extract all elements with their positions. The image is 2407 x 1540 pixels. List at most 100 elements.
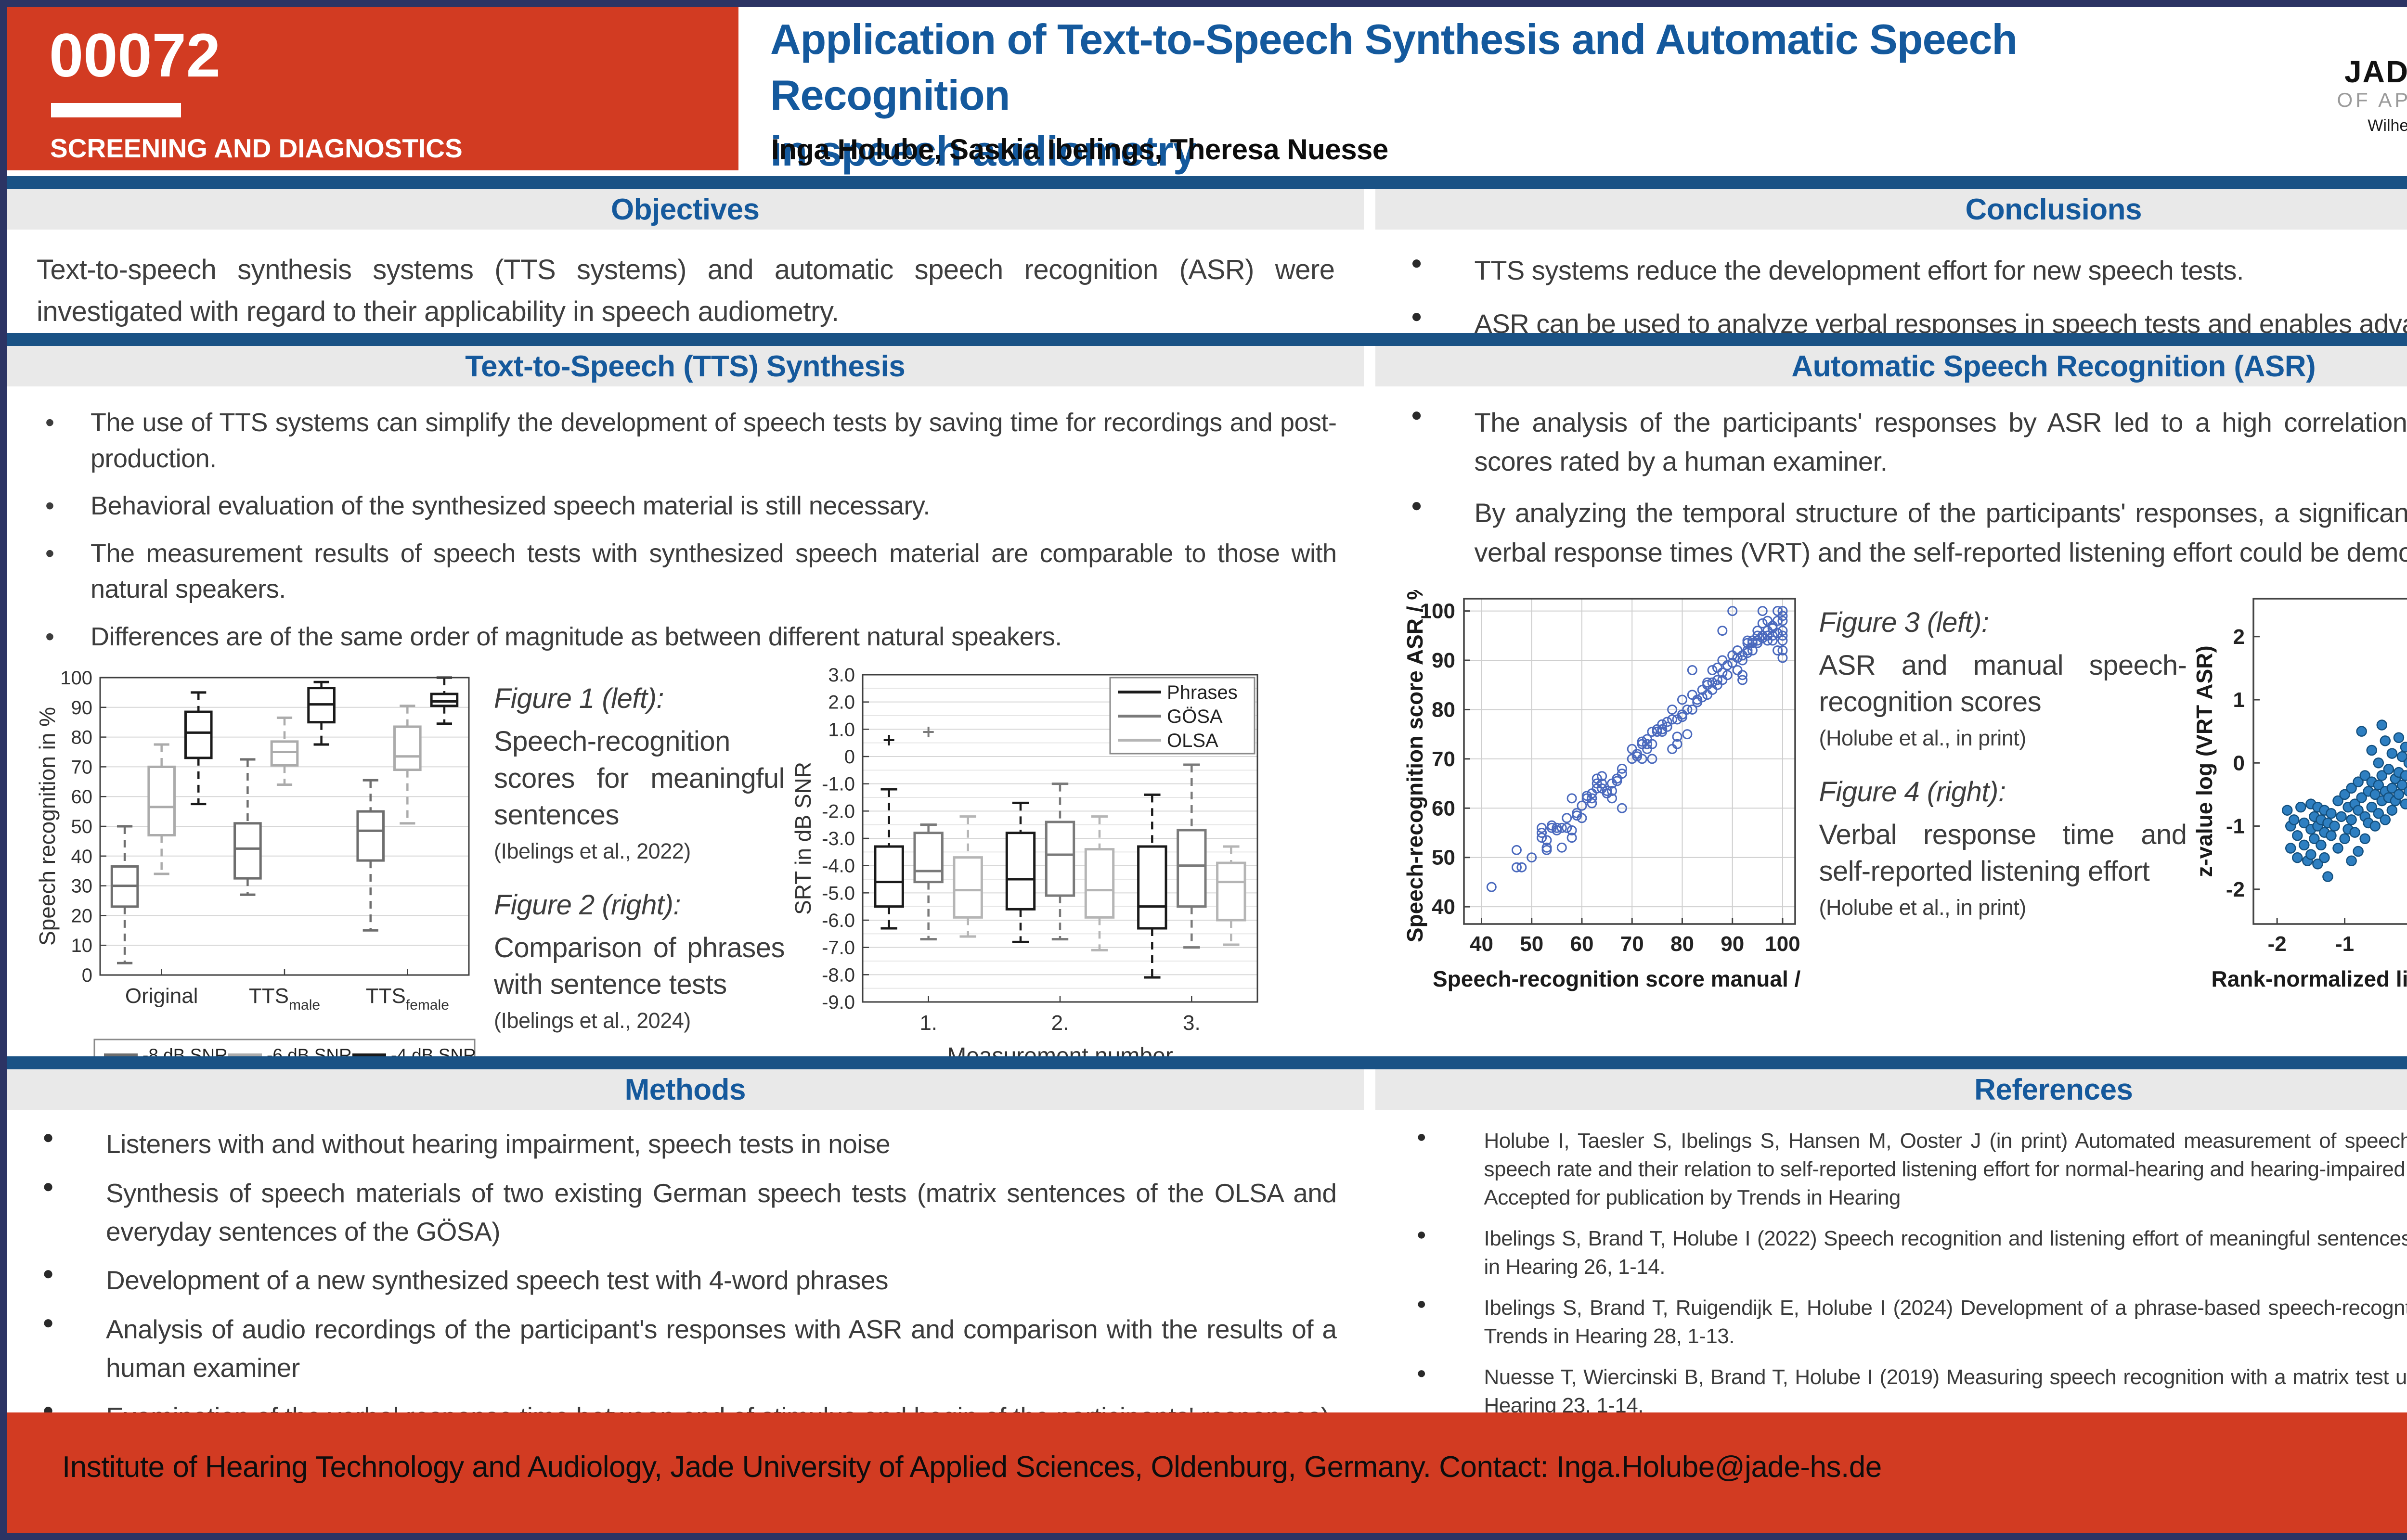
svg-text:-1.0: -1.0 [822, 774, 855, 795]
svg-text:TTSfemale: TTSfemale [366, 984, 449, 1013]
id-divider-rule [51, 103, 181, 117]
conclusion-item: TTS systems reduce the development effor… [1402, 249, 2407, 290]
svg-text:-2: -2 [2226, 878, 2244, 901]
svg-text:-9.0: -9.0 [822, 992, 855, 1013]
svg-text:100: 100 [1420, 599, 1455, 623]
svg-text:2.0: 2.0 [828, 692, 855, 713]
figure-1-boxplot: 0 10 20 30 40 50 60 70 80 90 100 Speech recognition… [34, 666, 481, 1078]
figure-1-2-captions: Figure 1 (left): Speech-recognition scor… [481, 666, 789, 1058]
svg-text:50: 50 [71, 816, 93, 837]
poster-title: Application of Text-to-Speech Synthesis … [770, 12, 2234, 179]
svg-text:GÖSA: GÖSA [1167, 706, 1223, 727]
svg-text:1.: 1. [919, 1011, 937, 1035]
conclusions-header-band: Conclusions [1375, 189, 2407, 230]
svg-text:30: 30 [71, 876, 93, 897]
method-item: Synthesis of speech materials of two exi… [34, 1172, 1337, 1251]
jade-logo-subtitle: OF APPLIED SCIENCES [2337, 89, 2407, 111]
svg-text:2: 2 [2233, 625, 2244, 649]
reference-item: Ibelings S, Brand T, Ruigendijk E, Holub… [1402, 1293, 2407, 1351]
tts-bullet: Behavioral evaluation of the synthesized… [34, 488, 1337, 524]
jade-logo-cities: Wilhelmshaven Oldenburg Elsfleth [2368, 116, 2407, 135]
svg-text:-5.0: -5.0 [822, 883, 855, 904]
section-title: References [1974, 1073, 2133, 1106]
svg-text:20: 20 [71, 905, 93, 926]
svg-text:z-value log (VRT ASR): z-value log (VRT ASR) [2192, 645, 2217, 877]
divider-bar [7, 333, 2407, 346]
figure-caption-body: Comparison of phrases with sentence test… [494, 932, 785, 1001]
figure-2-chart: -9.0 -8.0 -7.0 -6.0 -5.0 -4.0 -3.0 -2.0 -1.0 0 1.0… [790, 665, 1258, 1069]
svg-text:1: 1 [2233, 688, 2244, 712]
section-tts: Text-to-Speech (TTS) Synthesis The use o… [7, 346, 1364, 1071]
reference-item: Nuesse T, Wiercinski B, Brand T, Holube … [1402, 1362, 2407, 1420]
svg-text:Speech recognition in %: Speech recognition in % [35, 707, 60, 946]
svg-text:50: 50 [1520, 932, 1543, 956]
asr-header-band: Automatic Speech Recognition (ASR) [1375, 346, 2407, 386]
svg-text:90: 90 [71, 697, 93, 719]
svg-text:TTSmale: TTSmale [249, 984, 320, 1013]
poster-id: 00072 [49, 21, 220, 90]
svg-text:Phrases: Phrases [1167, 682, 1238, 703]
figure-caption-body: Verbal response time and self-reported l… [1819, 819, 2187, 887]
divider-bar [7, 176, 2407, 189]
figure-caption-body: Speech-recognition scores for meaningful… [494, 726, 785, 831]
svg-text:Rank-normalized listening effo: Rank-normalized listening effort (indiv.… [2211, 966, 2407, 991]
header-title-block: Application of Text-to-Speech Synthesis … [770, 12, 2234, 175]
svg-text:60: 60 [71, 786, 93, 808]
svg-text:-8.0: -8.0 [822, 964, 855, 986]
method-item: Listeners with and without hearing impai… [34, 1123, 1337, 1164]
svg-text:-6.0: -6.0 [822, 910, 855, 931]
svg-text:3.: 3. [1183, 1011, 1201, 1035]
figure-caption-title: Figure 2 (right): [494, 889, 681, 921]
svg-text:OLSA: OLSA [1167, 730, 1218, 751]
svg-text:-1: -1 [2335, 932, 2354, 956]
section-conclusions: Conclusions TTS systems reduce the devel… [1375, 189, 2407, 339]
poster-id-box: 00072 SCREENING AND DIAGNOSTICS [7, 7, 738, 170]
svg-text:-1: -1 [2226, 814, 2244, 838]
tts-bullet: Differences are of the same order of mag… [34, 619, 1337, 655]
asr-bullet: The analysis of the participants' respon… [1402, 401, 2407, 481]
svg-text:2.: 2. [1051, 1011, 1069, 1035]
asr-bullet: By analyzing the temporal structure of t… [1402, 491, 2407, 571]
svg-text:SRT in dB SNR: SRT in dB SNR [790, 762, 815, 915]
tts-header-band: Text-to-Speech (TTS) Synthesis [7, 346, 1364, 386]
jade-logo-word: JADE [2344, 54, 2407, 89]
figure-caption-title: Figure 1 (left): [494, 683, 664, 715]
svg-text:-2: -2 [2267, 932, 2286, 956]
svg-text:60: 60 [1570, 932, 1593, 956]
figure-caption-ref: (Holube et al., in print) [1819, 725, 2027, 750]
svg-text:0: 0 [82, 965, 92, 986]
section-methods: Methods Listeners with and without heari… [7, 1069, 1364, 1432]
svg-text:Speech-recognition score manua: Speech-recognition score manual / % [1433, 966, 1807, 991]
figure-3-scatter: 40 50 60 70 80 90 100 40 50 60 70 80 90 100 Speech-rec… [1402, 580, 1826, 1016]
svg-text:10: 10 [71, 935, 93, 956]
objectives-header-band: Objectives [7, 189, 1364, 230]
figure-caption-body: ASR and manual speech-recognition scores [1819, 649, 2187, 718]
section-title: Methods [624, 1073, 746, 1106]
section-asr: Automatic Speech Recognition (ASR) The a… [1375, 346, 2407, 1056]
svg-text:50: 50 [1432, 846, 1455, 869]
figure-2-boxplot: -9.0 -8.0 -7.0 -6.0 -5.0 -4.0 -3.0 -2.0 -1.0 0 1.0… [789, 665, 1266, 1078]
svg-text:0: 0 [2233, 751, 2244, 775]
svg-text:3.0: 3.0 [828, 666, 855, 686]
svg-text:60: 60 [1432, 796, 1455, 820]
tts-bullet: The use of TTS systems can simplify the … [34, 405, 1337, 476]
jade-university-logo: JADE UNIVERSITY OF APPLIED SCIENCES Wilh… [2337, 8, 2407, 171]
section-title: Automatic Speech Recognition (ASR) [1791, 349, 2316, 383]
method-item: Development of a new synthesized speech … [34, 1259, 1337, 1300]
footer: Institute of Hearing Technology and Audi… [7, 1412, 2407, 1533]
svg-text:-4.0: -4.0 [822, 856, 855, 877]
section-title: Text-to-Speech (TTS) Synthesis [465, 349, 906, 383]
reference-item: Ibelings S, Brand T, Holube I (2022) Spe… [1402, 1224, 2407, 1282]
svg-text:70: 70 [1432, 747, 1455, 771]
objectives-text: Text-to-speech synthesis systems (TTS sy… [37, 254, 1335, 327]
poster-title-line2: in speech audiometry [770, 127, 1197, 175]
svg-text:0: 0 [2406, 932, 2407, 956]
section-references: References Holube I, Taesler S, Ibelings… [1375, 1069, 2407, 1417]
method-item: Analysis of audio recordings of the part… [34, 1309, 1337, 1387]
footer-affiliation: Institute of Hearing Technology and Audi… [62, 1450, 1882, 1484]
tts-bullet: The measurement results of speech tests … [34, 536, 1337, 607]
svg-text:90: 90 [1432, 649, 1455, 672]
poster-track: SCREENING AND DIAGNOSTICS [50, 133, 463, 163]
